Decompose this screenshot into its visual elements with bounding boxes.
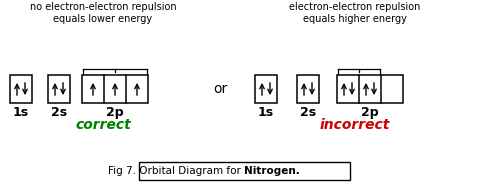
Text: 2s: 2s	[51, 106, 67, 119]
Bar	[10, 75, 32, 103]
Text: 1s: 1s	[13, 106, 29, 119]
Bar	[296, 75, 318, 103]
Bar	[82, 75, 148, 103]
Text: 2s: 2s	[299, 106, 315, 119]
Text: correct: correct	[75, 118, 131, 132]
Text: 1s: 1s	[257, 106, 273, 119]
Text: Fig 7. Orbital Diagram for: Fig 7. Orbital Diagram for	[108, 166, 244, 176]
Text: 2p: 2p	[361, 106, 378, 119]
Bar	[48, 75, 70, 103]
Text: Nitrogen.: Nitrogen.	[244, 166, 300, 176]
Bar	[139, 162, 349, 180]
Bar	[254, 75, 276, 103]
Text: 2p: 2p	[106, 106, 123, 119]
Text: or: or	[212, 82, 226, 96]
Text: electron-electron repulsion
equals higher energy: electron-electron repulsion equals highe…	[289, 2, 420, 24]
Text: incorrect: incorrect	[319, 118, 389, 132]
Text: no electron-electron repulsion
equals lower energy: no electron-electron repulsion equals lo…	[30, 2, 176, 24]
Bar	[336, 75, 402, 103]
